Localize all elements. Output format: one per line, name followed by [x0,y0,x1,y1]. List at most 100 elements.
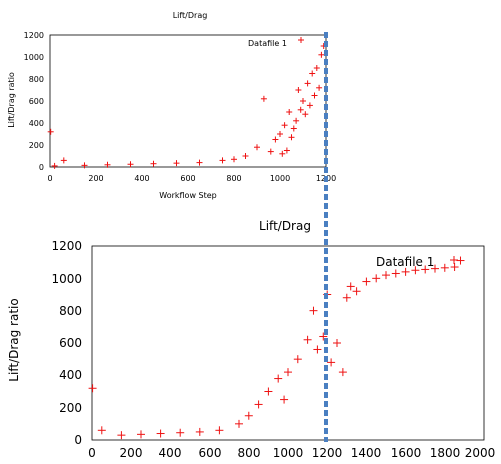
data-point [279,150,286,157]
data-point [260,95,267,102]
data-point [283,147,290,154]
bottom-chart-title: Lift/Drag [259,219,311,233]
data-point [156,429,165,438]
bottom-x-tick: 1200 [312,446,343,460]
bottom-chart: Lift/Drag Lift/Drag ratio 0 200 400 600 … [7,219,495,460]
data-point [421,265,430,274]
data-point [316,84,323,91]
data-point [319,332,328,341]
data-point [309,306,318,315]
top-y-tick: 0 [39,163,44,172]
top-chart-legend: Datafile 1 [248,39,287,48]
data-point [235,419,243,428]
data-point [215,426,224,435]
data-point [277,131,283,137]
top-chart-legend-marker [298,37,304,43]
bottom-x-tick: 2000 [465,446,496,460]
data-point [346,282,355,291]
data-point [306,102,313,109]
bottom-chart-y-axis-label: Lift/Drag ratio [7,298,21,381]
top-x-tick: 800 [226,174,241,183]
bottom-x-tick: 200 [120,446,143,460]
top-chart-y-axis-label: Lift/Drag ratio [7,72,16,128]
data-point [304,80,311,87]
top-chart: Lift/Drag Lift/Drag ratio Workflow Step … [7,11,336,200]
bottom-x-tick: 400 [159,446,182,460]
data-point [327,358,336,367]
data-point [303,335,312,344]
top-x-tick: 600 [180,174,195,183]
bottom-y-tick: 1200 [51,239,82,253]
data-point [450,263,459,272]
top-y-tick: 400 [29,119,44,128]
data-point [219,157,226,164]
data-point [382,271,390,280]
data-point [313,65,320,71]
data-point [274,374,283,383]
top-x-tick: 1000 [270,174,290,183]
data-point [117,431,126,440]
top-y-tick: 800 [29,75,44,84]
bottom-y-tick: 1000 [51,272,82,286]
data-point [88,384,97,393]
data-point [293,355,302,364]
top-chart-x-axis-label: Workflow Step [159,191,217,200]
bottom-chart-legend-marker [450,256,458,264]
data-point [81,162,88,169]
top-x-tick: 200 [88,174,103,183]
data-point [431,264,439,273]
top-chart-points [47,43,327,169]
bottom-y-tick: 600 [59,336,82,350]
top-y-tick: 600 [29,97,44,106]
data-point [295,87,302,93]
bottom-x-tick: 800 [238,446,261,460]
data-point [60,157,67,164]
data-point [51,162,58,169]
data-point [242,153,249,159]
data-point [352,287,361,296]
bottom-x-tick: 1800 [430,446,461,460]
data-point [288,134,295,141]
bottom-y-tick: 0 [74,433,82,447]
top-chart-y-ticks: 0 200 400 600 800 1000 1200 [24,31,44,172]
data-point [311,92,318,99]
data-point [333,339,341,347]
data-point [456,256,465,265]
data-point [137,430,145,439]
data-point [127,161,134,168]
data-point [104,161,111,168]
bottom-x-tick: 0 [88,446,96,460]
data-point [196,159,203,166]
data-point [286,109,293,115]
top-y-tick: 1200 [24,31,44,40]
data-point [391,269,400,278]
data-point [302,111,309,118]
data-point [97,426,106,435]
top-chart-plot-frame [49,34,327,168]
bottom-y-tick: 200 [59,401,82,415]
data-point [47,128,54,135]
data-point [290,125,297,132]
bottom-y-tick: 400 [59,368,82,382]
data-point [281,122,288,129]
data-point [338,368,347,377]
bottom-x-tick: 600 [199,446,222,460]
bottom-chart-x-ticks: 0 200 400 600 800 1000 1200 1400 1600 18… [88,446,495,460]
top-chart-x-ticks: 0 200 400 600 800 1000 1200 [47,174,336,183]
data-point [280,395,289,404]
top-y-tick: 200 [29,141,44,150]
top-y-tick: 1000 [24,53,44,62]
data-point [173,160,180,167]
top-x-tick: 0 [47,174,52,183]
data-point [284,368,292,377]
data-point [318,51,325,58]
data-point [411,266,420,275]
data-point [309,70,316,77]
data-point [342,293,351,302]
data-point [362,277,371,286]
data-point [244,411,253,420]
data-point [231,156,237,163]
bottom-x-tick: 1000 [273,446,304,460]
bottom-y-tick: 800 [59,304,82,318]
